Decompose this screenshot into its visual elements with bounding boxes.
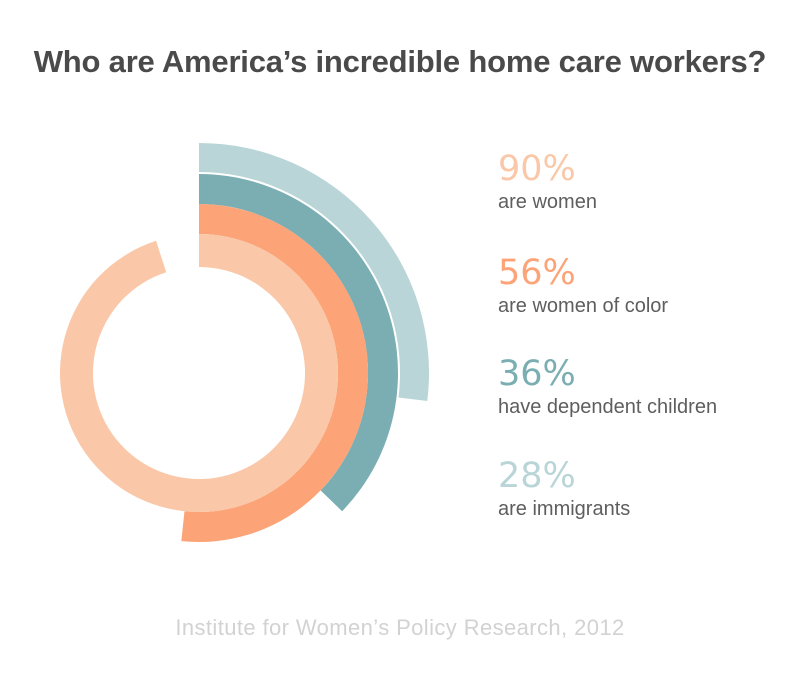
legend: 90% are women 56% are women of color 36%…: [498, 150, 788, 570]
chart-title: Who are America’s incredible home care w…: [33, 44, 767, 79]
legend-label: have dependent children: [498, 396, 718, 418]
arc-are-women: [59, 234, 338, 512]
legend-item-are-women: 90% are women: [498, 150, 788, 214]
arc-are-women-of-color: [181, 204, 369, 542]
legend-item-are-immigrants: 28% are immigrants: [498, 457, 788, 521]
legend-value: 28%: [498, 456, 576, 496]
legend-label: are women of color: [498, 295, 669, 317]
legend-value: 56%: [498, 253, 576, 293]
legend-value: 90%: [498, 149, 576, 189]
source-attribution: Institute for Women’s Policy Research, 2…: [175, 615, 625, 640]
radial-chart: [0, 143, 430, 603]
radial-chart-svg: [59, 143, 430, 542]
legend-label: are immigrants: [498, 498, 631, 520]
legend-value: 36%: [498, 354, 576, 394]
legend-item-have-dependent-children: 36% have dependent children: [498, 355, 788, 419]
arc-are-immigrants: [199, 143, 430, 402]
legend-label: are women: [498, 191, 597, 213]
arc-have-dependent-children: [199, 174, 399, 512]
legend-item-are-women-of-color: 56% are women of color: [498, 254, 788, 318]
